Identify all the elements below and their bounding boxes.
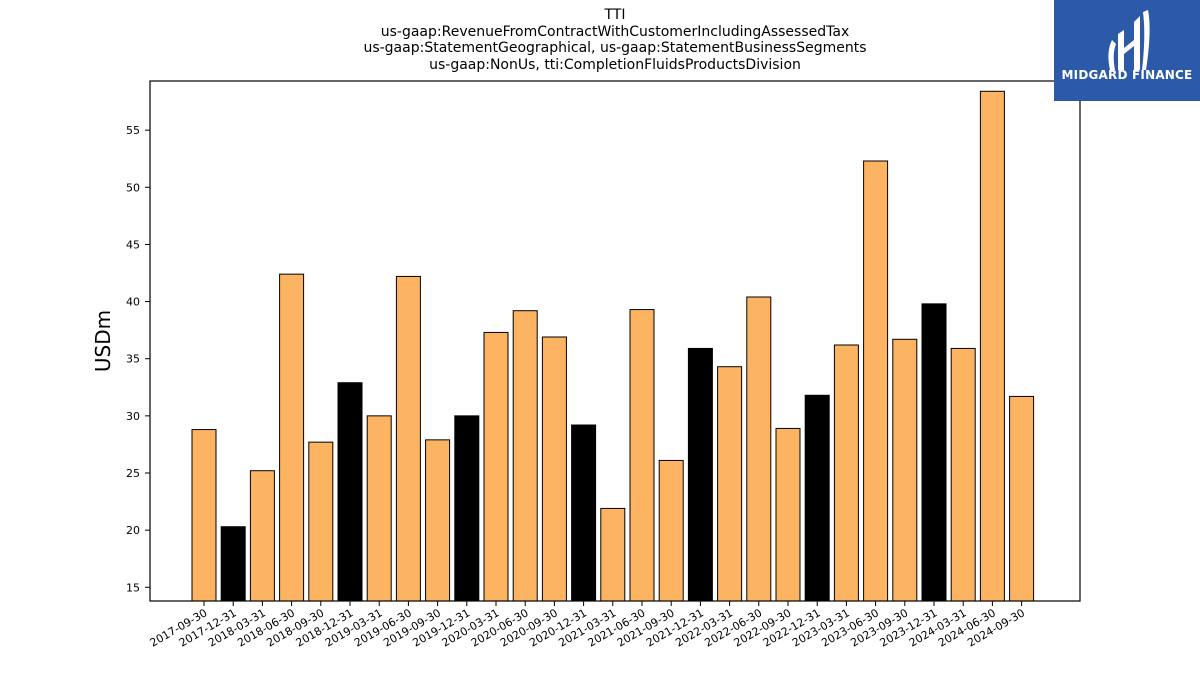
bar-2018-12-31: [337, 382, 363, 602]
bar-2023-03-31: [833, 344, 859, 602]
brand-logo: MIDGARD FINANCE: [1054, 0, 1200, 101]
bar-2020-06-30: [512, 310, 538, 602]
logo-text: MIDGARD FINANCE: [1061, 68, 1193, 82]
bar-2021-06-30: [629, 309, 655, 602]
bar-2024-09-30: [1009, 395, 1035, 602]
bar-2019-09-30: [425, 439, 451, 602]
bar-2019-03-31: [366, 415, 392, 602]
bar-2020-12-31: [571, 424, 597, 602]
bar-2018-09-30: [308, 441, 334, 602]
bar-2017-12-31: [220, 526, 246, 602]
bar-2021-03-31: [600, 507, 626, 602]
chart-title-line-1: TTI: [604, 7, 626, 23]
chart-title-line-2: us-gaap:RevenueFromContractWithCustomerI…: [380, 23, 850, 40]
bar-2023-06-30: [863, 160, 889, 602]
bar-2022-06-30: [746, 296, 772, 602]
y-tick-label-40: 40: [126, 296, 140, 309]
y-tick-label-50: 50: [126, 181, 140, 194]
y-axis-label: USDm: [91, 310, 115, 372]
bar-2020-09-30: [541, 336, 567, 602]
y-tick-label-20: 20: [126, 524, 140, 537]
bar-2023-09-30: [892, 338, 918, 602]
y-tick-label-30: 30: [126, 410, 140, 423]
bar-2019-06-30: [395, 275, 421, 602]
bar-2017-09-30: [191, 429, 217, 602]
bar-2020-03-31: [483, 331, 509, 602]
bar-2019-12-31: [454, 415, 480, 602]
bar-2022-03-31: [717, 366, 743, 602]
bar-2023-12-31: [921, 303, 947, 602]
bar-2021-12-31: [687, 347, 713, 602]
y-tick-label-25: 25: [126, 467, 140, 480]
bar-2021-09-30: [658, 459, 684, 602]
bar-2018-06-30: [279, 273, 305, 602]
plot-frame: [149, 80, 1081, 602]
bar-2022-12-31: [804, 394, 830, 602]
bar-2022-09-30: [775, 427, 801, 602]
bar-2018-03-31: [249, 470, 275, 602]
y-tick-label-55: 55: [126, 124, 140, 137]
chart-title-line-4: us-gaap:NonUs, tti:CompletionFluidsProdu…: [429, 56, 801, 73]
logo-mark-icon: [1108, 10, 1150, 70]
bar-2024-03-31: [950, 347, 976, 602]
chart-title: TTI us-gaap:RevenueFromContractWithCusto…: [150, 7, 1080, 73]
bar-2024-06-30: [979, 90, 1005, 602]
y-tick-label-45: 45: [126, 238, 140, 251]
y-tick-label-35: 35: [126, 353, 140, 366]
chart-title-line-3: us-gaap:StatementGeographical, us-gaap:S…: [363, 40, 867, 56]
y-tick-label-15: 15: [126, 581, 140, 594]
